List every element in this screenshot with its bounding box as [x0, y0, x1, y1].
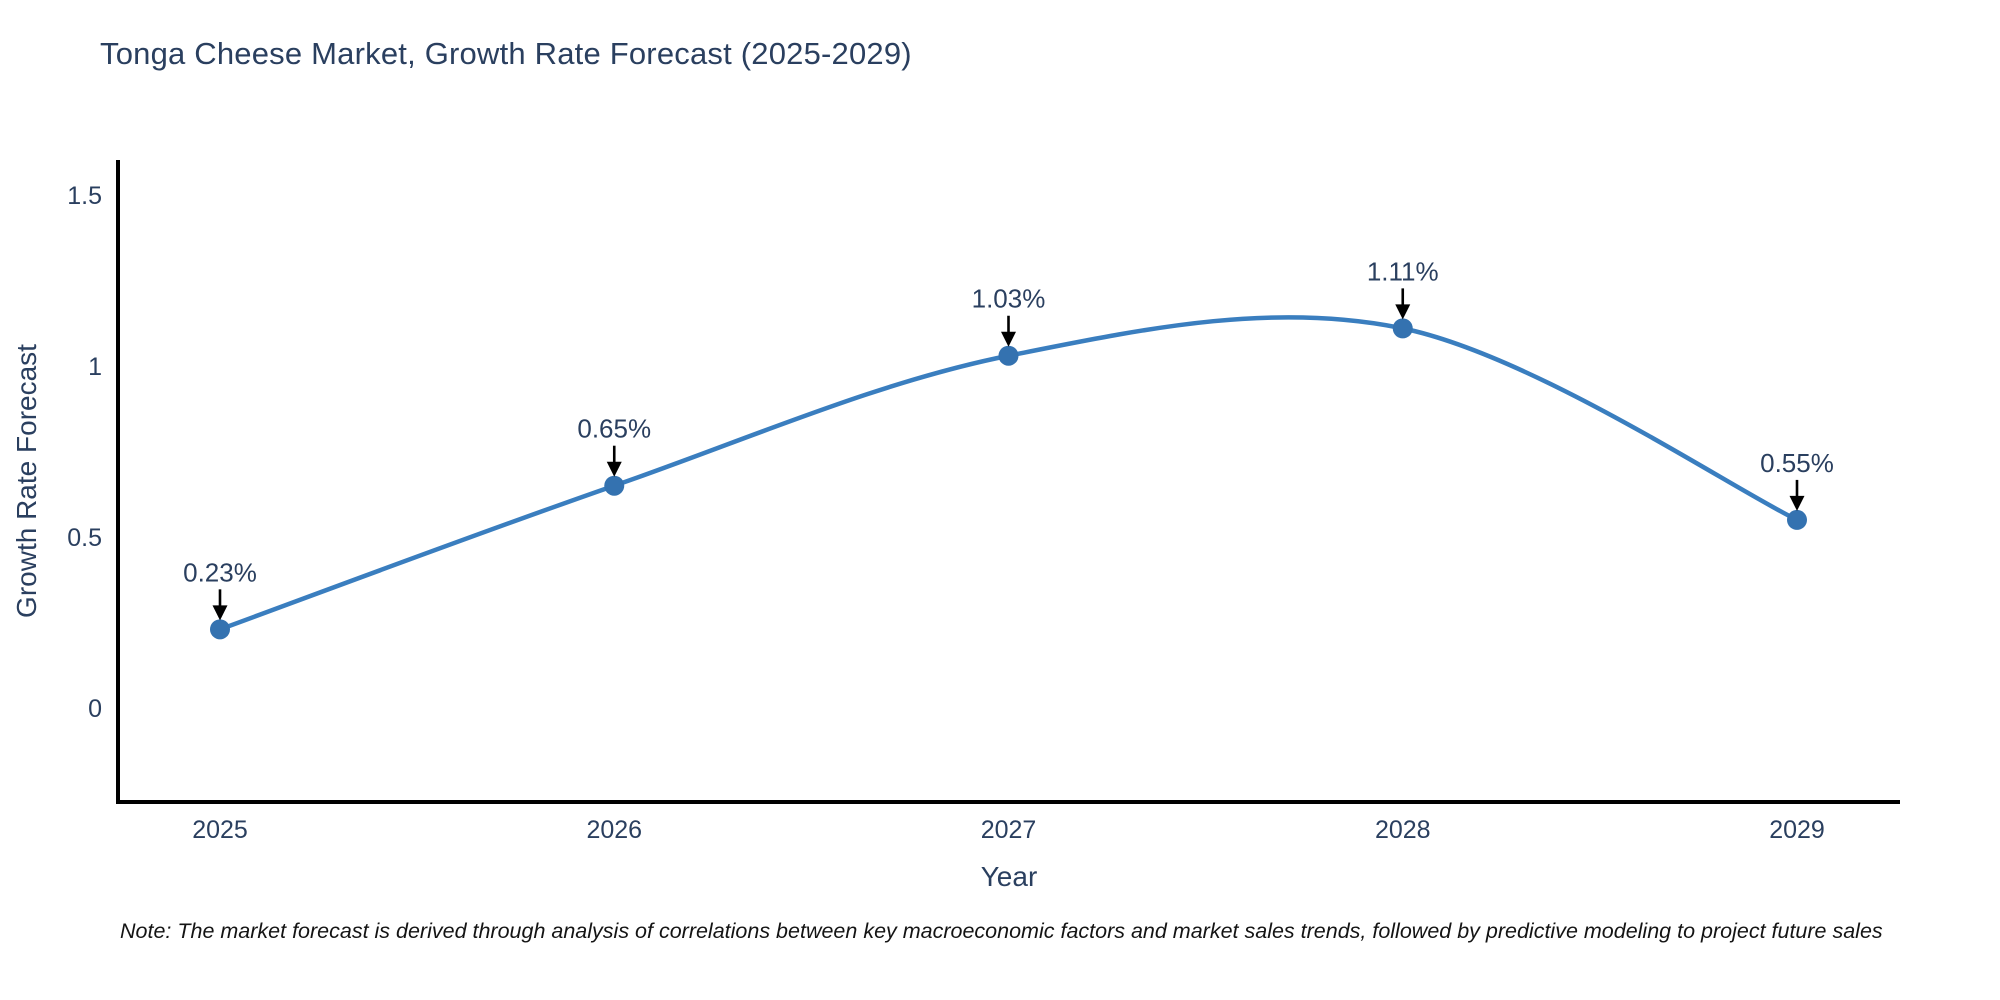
data-point-label: 0.23% [183, 557, 257, 587]
x-tick-label: 2027 [981, 816, 1037, 844]
data-point-label: 1.03% [972, 284, 1046, 314]
data-point-label: 1.11% [1367, 256, 1439, 286]
y-tick-label: 0 [88, 695, 102, 723]
annotation-arrowhead [1001, 331, 1016, 347]
annotation-arrowhead [1789, 495, 1805, 511]
data-point-marker[interactable] [998, 345, 1019, 366]
annotation-arrowhead [1395, 304, 1411, 320]
y-tick-label: 0.5 [67, 524, 102, 552]
annotation-arrowhead [212, 605, 228, 621]
x-tick-label: 2028 [1375, 816, 1431, 844]
y-tick-label: 1.5 [67, 182, 102, 210]
x-tick-label: 2026 [586, 816, 642, 844]
data-point-marker[interactable] [1787, 509, 1807, 530]
chart-title: Tonga Cheese Market, Growth Rate Forecas… [100, 36, 912, 71]
x-tick-label: 2025 [192, 816, 248, 844]
data-point-label: 0.55% [1760, 448, 1834, 478]
annotation-arrowhead [606, 461, 622, 477]
data-point-marker[interactable] [604, 475, 625, 496]
data-point-marker[interactable] [1392, 318, 1413, 339]
y-axis-title: Growth Rate Forecast [11, 344, 42, 618]
data-point-marker[interactable] [210, 619, 230, 640]
data-point-label: 0.65% [577, 414, 651, 444]
y-tick-label: 1 [88, 353, 102, 381]
x-tick-label: 2029 [1769, 816, 1825, 844]
footnote: Note: The market forecast is derived thr… [120, 919, 1883, 943]
x-axis-title: Year [981, 861, 1038, 892]
